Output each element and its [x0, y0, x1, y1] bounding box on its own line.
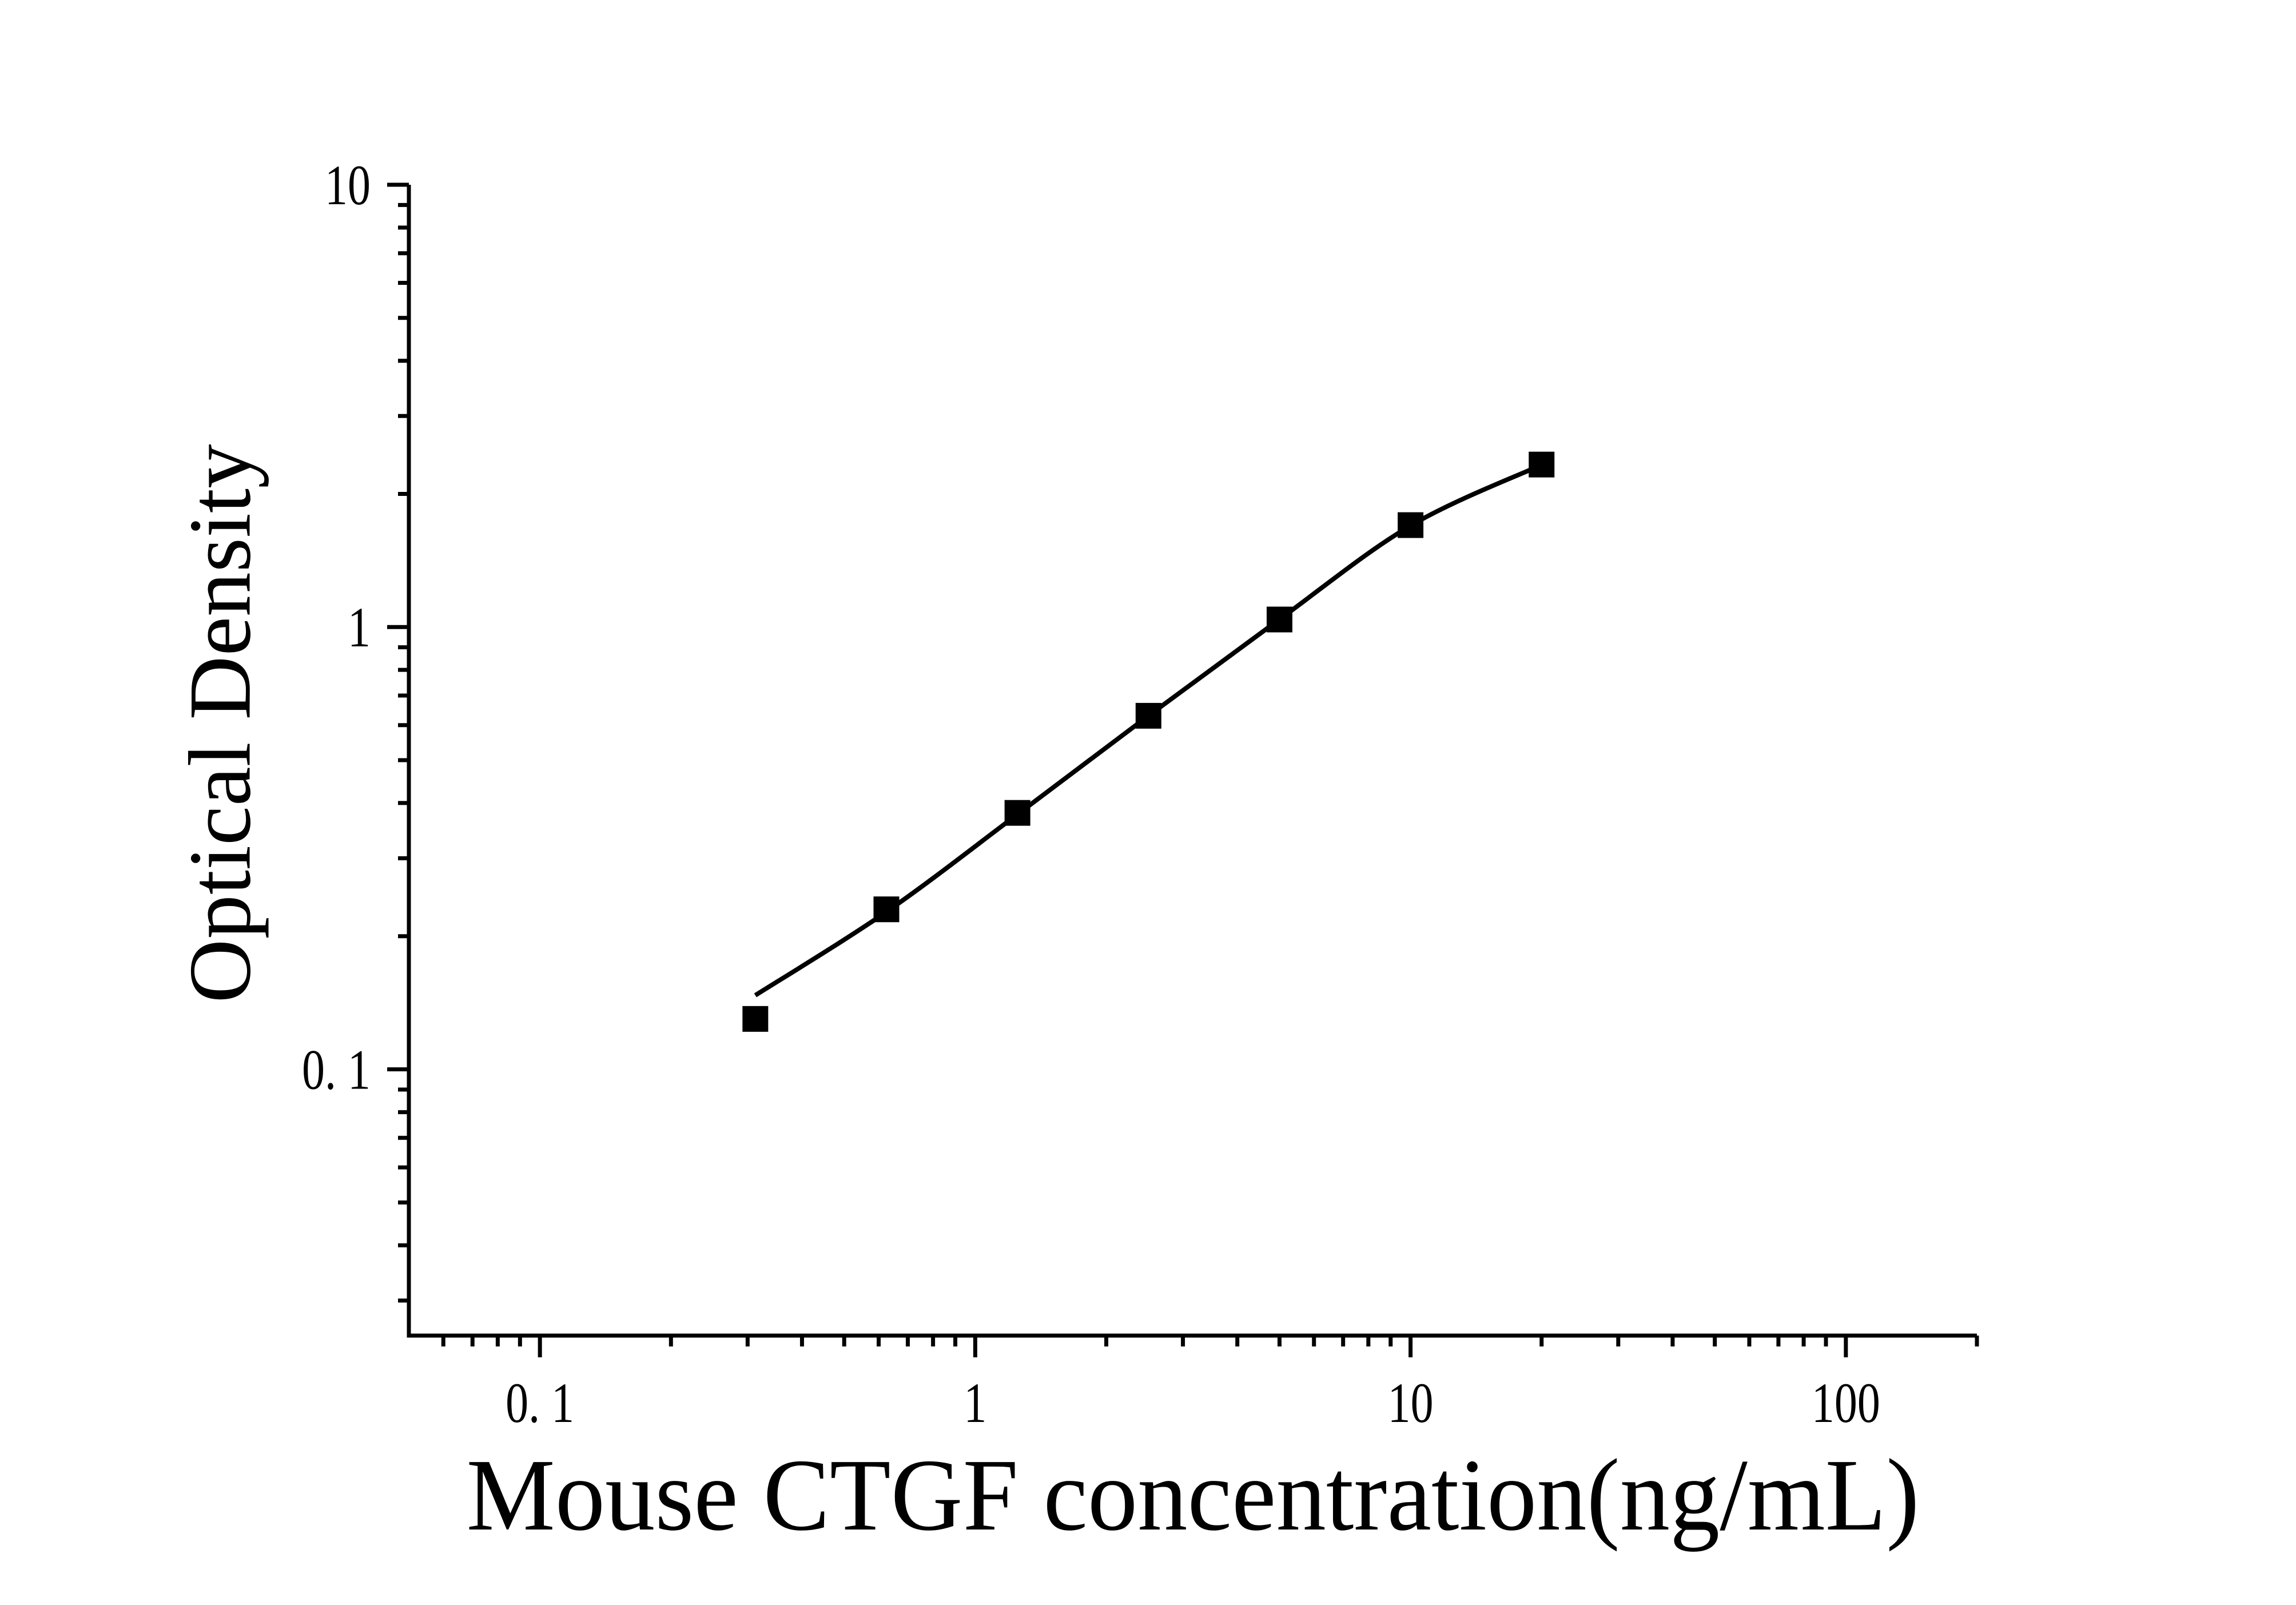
- x-axis-title: Mouse CTGF concentration(ng/mL): [466, 1438, 1920, 1552]
- data-point: [1529, 451, 1555, 478]
- svg-text:10: 10: [1388, 1371, 1434, 1435]
- svg-text:100: 100: [1812, 1371, 1880, 1435]
- y-axis-title: Optical Density: [170, 444, 269, 1003]
- x-tick-label: 10: [1388, 1371, 1434, 1435]
- data-point: [1398, 512, 1424, 538]
- y-tick-label: 0. 1: [302, 1038, 371, 1102]
- data-point: [1004, 800, 1030, 826]
- x-tick-label: 0. 1: [506, 1371, 574, 1435]
- data-point: [742, 1006, 769, 1032]
- x-tick-label: 100: [1812, 1371, 1880, 1435]
- axes-frame: [407, 185, 1977, 1338]
- data-point: [1135, 702, 1161, 729]
- svg-text:1: 1: [964, 1371, 986, 1435]
- fit-curve: [754, 463, 1543, 998]
- y-tick-label: 1: [348, 595, 371, 660]
- svg-text:1: 1: [348, 595, 371, 660]
- data-point: [873, 896, 900, 923]
- svg-text:0. 1: 0. 1: [302, 1038, 371, 1102]
- x-tick-label: 1: [964, 1371, 986, 1435]
- y-tick-label: 10: [325, 153, 371, 217]
- svg-text:0. 1: 0. 1: [506, 1371, 574, 1435]
- data-point: [1266, 606, 1292, 633]
- svg-text:10: 10: [325, 153, 371, 217]
